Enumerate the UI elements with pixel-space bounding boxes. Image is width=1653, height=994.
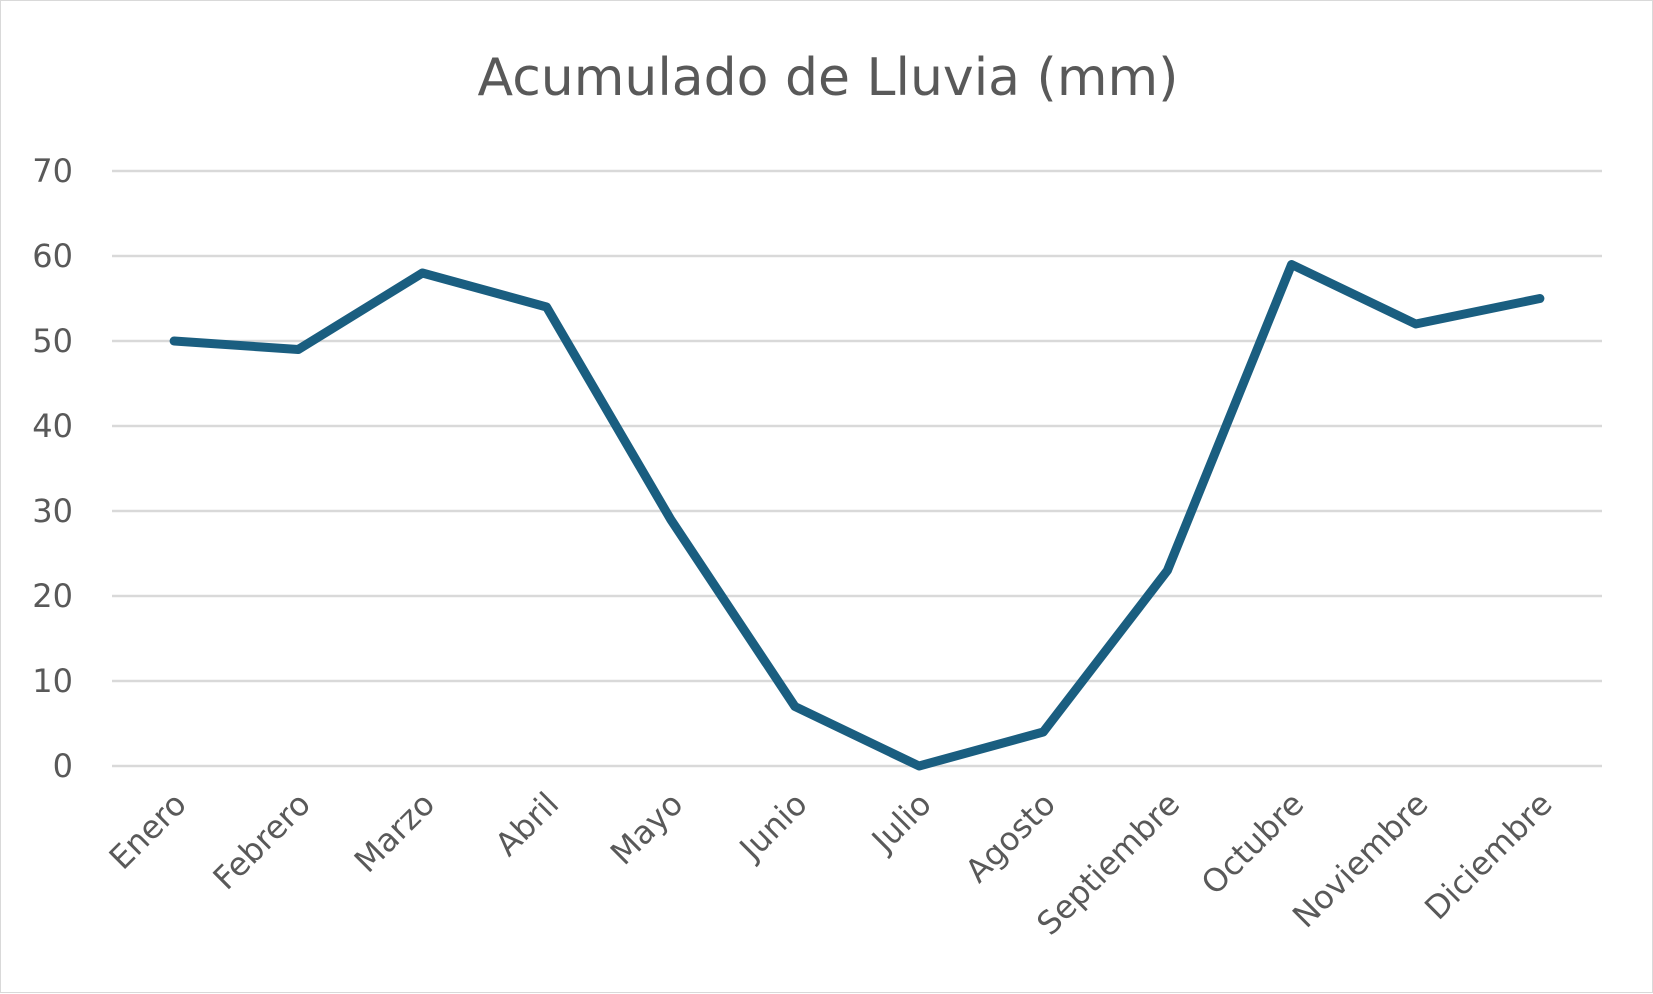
y-tick-label: 40: [32, 407, 73, 445]
y-tick-label: 60: [32, 237, 73, 275]
y-tick-label: 20: [32, 577, 73, 615]
chart-title: Acumulado de Lluvia (mm): [478, 48, 1179, 108]
x-tick-label: Junio: [731, 785, 815, 869]
x-tick-label: Abril: [488, 785, 567, 864]
x-tick-label: Octubre: [1194, 785, 1311, 902]
y-tick-label: 70: [32, 152, 73, 190]
series-layer: [174, 264, 1540, 766]
y-tick-label: 10: [32, 662, 73, 700]
y-tick-label: 50: [32, 322, 73, 360]
y-tick-label: 30: [32, 492, 73, 530]
gridlines: [112, 171, 1602, 766]
series-line-0: [174, 265, 1540, 767]
x-tick-label: Julio: [863, 785, 939, 861]
x-tick-label: Marzo: [347, 785, 442, 880]
x-tick-label: Enero: [102, 785, 194, 877]
y-axis-tick-labels: 0 10 20 30 40 50 60 70: [32, 152, 73, 785]
x-tick-label: Agosto: [958, 785, 1063, 890]
y-tick-label: 0: [53, 747, 73, 785]
x-tick-label: Febrero: [206, 785, 318, 897]
x-tick-label: Noviembre: [1285, 785, 1435, 935]
x-tick-label: Mayo: [603, 785, 690, 872]
x-tick-label: Diciembre: [1417, 785, 1559, 927]
